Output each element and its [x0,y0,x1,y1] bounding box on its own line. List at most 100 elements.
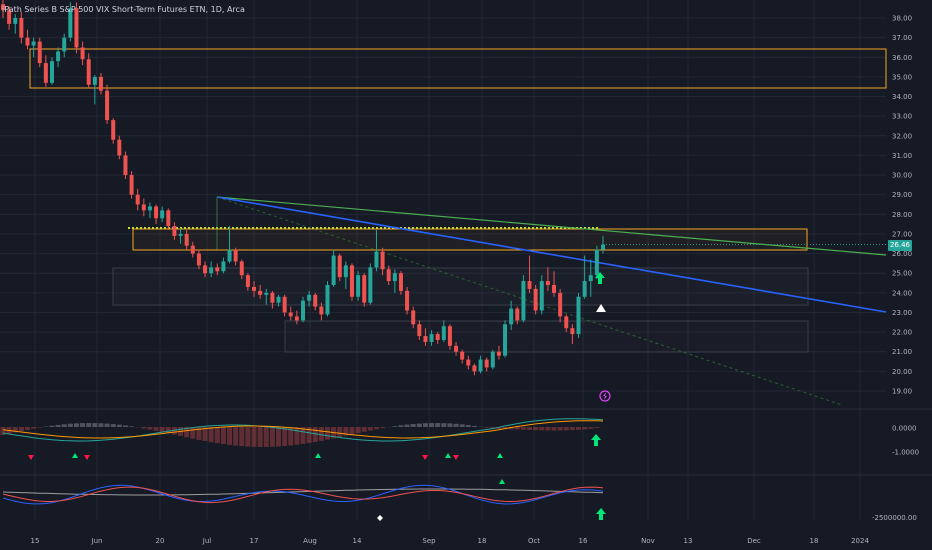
candle-body [68,8,73,38]
candle-body [570,328,575,335]
macd-sell-signal-icon [84,455,90,460]
macd-histogram-bar [465,425,471,427]
macd-histogram-bar [539,427,545,431]
macd-histogram-bar [398,425,404,427]
candle-body [582,281,587,297]
lightning-event-icon [599,390,611,402]
macd-histogram-bar [373,427,379,430]
candle-body [160,210,165,219]
candle-body [196,253,201,266]
candle-body [515,308,520,321]
candle-body [503,324,508,356]
candle-body [349,265,354,297]
candle-body [521,281,526,321]
x-tick-label: Dec [747,537,761,545]
macd-histogram-bar [435,423,441,427]
macd-histogram-bar [147,427,153,430]
candle-body [7,10,12,24]
candle-body [203,265,208,274]
candle-body [447,326,452,346]
candle-body [294,316,299,321]
candle-body [380,251,385,270]
candles [1,0,605,376]
candle-body [25,37,30,46]
candle-body [233,249,238,262]
x-tick-label: Aug [303,537,317,545]
candle-body [258,290,263,295]
candle-body [392,273,397,282]
macd-histogram-bar [196,427,202,440]
y-tick-label: 38.00 [892,15,912,23]
candle-body [276,296,281,303]
macd-histogram-bar [361,427,367,432]
macd-buy-signal-icon [72,453,78,458]
macd-histogram-bar [31,427,37,429]
candle-body [362,275,367,303]
x-tick-label: Nov [641,537,655,545]
candle-body [601,244,605,250]
macd-histogram-bar [582,427,588,430]
candle-body [386,269,391,282]
candle-body [190,245,195,254]
candle-body [98,76,103,91]
candle-body [411,310,416,325]
y-tick-label: 26.00 [892,250,912,258]
candle-body [62,37,67,52]
macd-histogram-bar [422,423,428,427]
macd-histogram-bar [263,427,269,447]
candle-body [331,255,336,285]
candle-body [539,281,544,311]
candle-body [19,18,24,38]
macd-buy-signal-icon [315,453,321,458]
x-tick-label: 18 [810,537,819,545]
x-tick-label: 18 [478,537,487,545]
x-tick-label: Oct [528,537,540,545]
macd-histogram-bar [312,427,318,442]
trendline-dashed [216,196,843,406]
candle-body [594,249,599,276]
macd-sell-signal-icon [453,455,459,460]
y-tick-label: 34.00 [892,93,912,101]
markers [595,272,611,402]
macd-histogram-bar [214,427,220,444]
oscillator-up-arrow-icon [596,508,606,520]
candle-body [282,296,287,313]
macd-histogram-bar [98,423,104,427]
candle-body [221,261,226,272]
candle-body [252,286,257,291]
trendline-green [216,196,887,256]
macd-histogram-bar [459,424,465,427]
oscillator-y-tick-label: -2500000.00 [872,514,917,522]
oscillator-line-red [2,486,604,504]
y-tick-label: 27.00 [892,230,912,238]
macd-histogram-bar [355,427,361,434]
macd-histogram-bar [92,423,98,427]
macd-histogram-bar [533,427,539,431]
macd-histogram-bar [12,427,18,433]
candle-body [105,90,110,121]
candle-body [374,251,379,268]
candle-body [288,312,293,317]
macd-histogram-bar [288,427,294,446]
macd-histogram-bar [171,427,177,435]
resistance-zone-upper [29,48,887,89]
candle-body [86,59,91,85]
candle-body [454,345,459,352]
lightning-bolt-icon [603,392,607,400]
candle-body [74,8,79,48]
candle-body [209,267,214,274]
macd-histogram-bar [18,427,24,432]
candle-body [496,351,501,356]
candle-body [343,265,348,278]
macd-histogram-bar [122,425,128,427]
time-axis: 15 Jun 20 Jul 17 Aug 14 Sep 18 Oct 16 Nov 13 Dec 18 202… [31,537,870,545]
macd-histogram-bar [520,427,526,430]
macd-histogram-bar [80,423,86,427]
macd-line [2,418,604,442]
candle-body [80,47,85,60]
oscillator-line-blue [2,484,604,505]
macd-histogram-bar [251,427,257,447]
candle-body [576,296,581,335]
macd-histogram-bar [527,427,533,430]
